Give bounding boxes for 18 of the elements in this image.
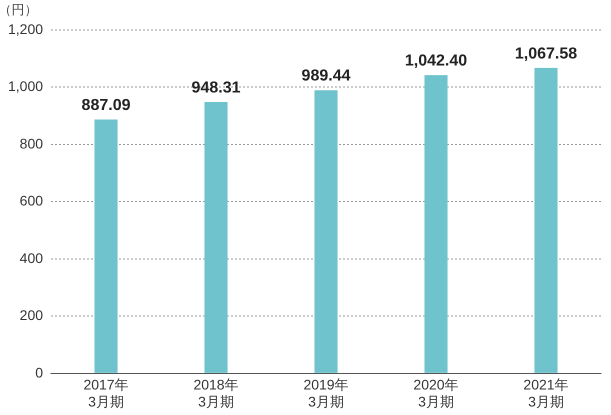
data-label: 887.09: [82, 96, 131, 114]
y-tick-label: 600: [20, 192, 44, 209]
x-tick-label: 2021年 3月期: [523, 376, 569, 410]
x-tick-label: 2017年 3月期: [83, 376, 129, 410]
y-tick-label: 1,200: [8, 20, 44, 37]
x-tick-label: 2019年 3月期: [303, 376, 349, 410]
y-tick-label: 800: [20, 135, 44, 152]
x-tick-label: 2018年 3月期: [193, 376, 239, 410]
y-tick-label: 1,000: [8, 78, 44, 94]
data-label: 948.31: [192, 79, 241, 96]
x-tick-label: 2020年 3月期: [413, 376, 459, 410]
data-label: 1,067.58: [514, 45, 578, 62]
y-tick-label: 0: [35, 364, 44, 380]
data-label: 1,042.40: [404, 52, 468, 70]
y-tick-label: 400: [20, 250, 44, 266]
y-axis-title: （円）: [0, 2, 38, 18]
data-label: 989.44: [302, 68, 351, 85]
y-tick-label: 200: [20, 307, 44, 324]
